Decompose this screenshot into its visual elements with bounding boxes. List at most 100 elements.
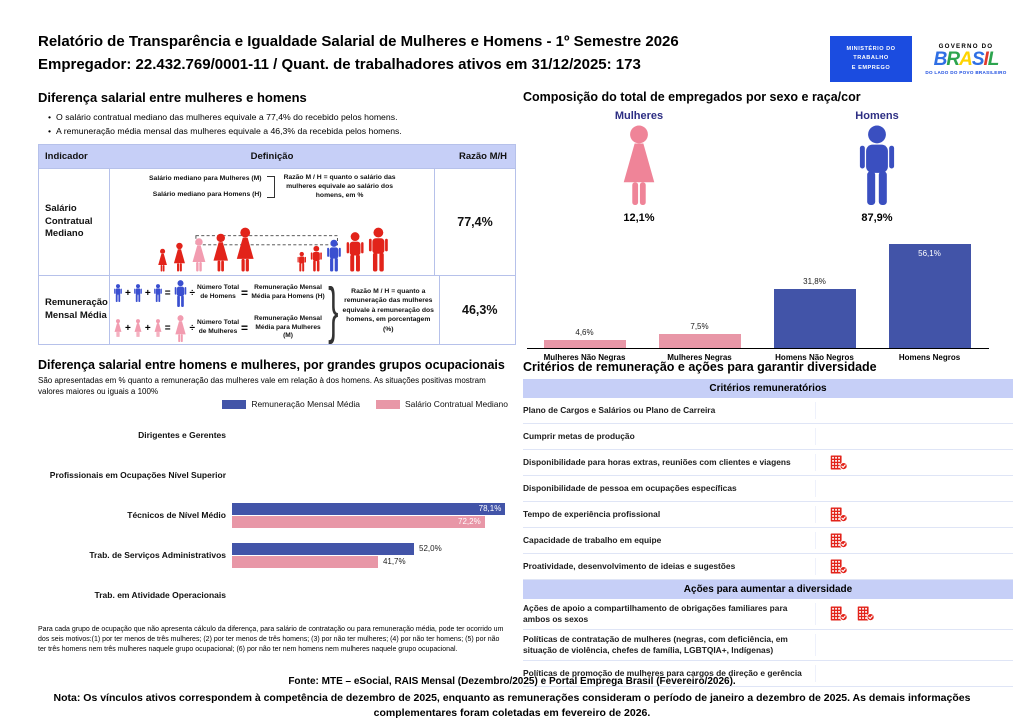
brasil-letter: A (959, 49, 973, 70)
median-women-label: Salário mediano para Mulheres (M) (149, 175, 262, 183)
category-label: Mulheres Negras (667, 353, 732, 362)
table-row: Salário Contratual Mediano Salário media… (39, 168, 515, 275)
man-figure-icon (368, 227, 388, 271)
section-occupational-gap: Diferença salarial entre homens e mulher… (38, 358, 516, 655)
woman-figure-icon (236, 227, 254, 271)
criteria-table: Critérios remuneratórios Plano de Cargos … (523, 379, 1013, 687)
man-figure-icon (153, 284, 163, 302)
company-check-icon (830, 533, 848, 548)
bracket-shape (266, 176, 275, 198)
criteria-label: Cumprir metas de produção (523, 431, 635, 442)
occupation-row: Trab. em Atividade Operacionais (38, 575, 516, 615)
criteria-label: Proatividade, desenvolvimento de ideias … (523, 561, 736, 572)
bar-row: 78,1% (232, 502, 516, 515)
col-header-razao: Razão M/H (458, 151, 507, 162)
criteria-label: Capacidade de trabalho em equipe (523, 535, 662, 546)
bullet-item: O salário contratual mediano das mulhere… (48, 112, 516, 122)
indicator-label: Salário Contratual Mediano (45, 203, 93, 239)
men-total-label: Número Total de Homens (197, 284, 240, 301)
women-total-label: Número Total de Mulheres (197, 319, 240, 336)
criteria-icons-cell (815, 558, 848, 575)
bar-value-label: 41,7% (382, 557, 406, 567)
brasil-letter: L (987, 49, 1000, 70)
criteria-icons-cell (815, 664, 830, 682)
section-salary-gap: Diferença salarial entre mulheres e home… (38, 90, 516, 345)
ratio-explanation: Razão M / H = quanto o salário das mulhe… (283, 174, 396, 200)
sex-composition-figures: Mulheres 12,1% Homens 87,9% (523, 110, 1017, 238)
equals-sign: = (164, 322, 171, 334)
bar-row: 52,0% (232, 542, 516, 555)
criteria-row: Ações de apoio a compartilhamento de obr… (523, 599, 1013, 630)
occupation-bars: 78,1% 72,2% (232, 502, 516, 528)
bar-slot: 7,5% (642, 322, 757, 348)
criteria-row: Disponibilidade de pessoa em ocupações e… (523, 476, 1013, 502)
bar-value-label: 56,1% (918, 249, 941, 259)
women-figure-block: Mulheres 12,1% (591, 110, 687, 224)
chart-legend: Remuneração Mensal Média Salário Contratu… (38, 399, 508, 409)
women-average-formula: + + = ÷ Número Total de Mulheres = Remun… (113, 315, 326, 342)
bar-slot: 31,8% (757, 277, 872, 348)
man-figure-icon (346, 231, 364, 271)
section-title: Diferença salarial entre mulheres e home… (38, 90, 307, 105)
legend-swatch (375, 399, 400, 409)
employer-line: Empregador: 22.432.769/0001-11 / Quant. … (38, 56, 641, 74)
criteria-label: Disponibilidade para horas extras, reuni… (523, 457, 791, 468)
category-label: Homens Não Negros (775, 353, 854, 362)
man-figure-icon (113, 284, 123, 302)
occupation-label: Técnicos de Nível Médio (127, 510, 226, 521)
category-label: Homens Negros (898, 353, 961, 362)
salary-table: Indicador Definição Razão M/H Salário Co… (38, 144, 516, 345)
men-average-formula: + + = ÷ Número Total de Homens = Remuner… (113, 280, 326, 307)
occupation-row: Técnicos de Nível Médio 78,1% 72,2% (38, 495, 516, 535)
occupational-chart: Dirigentes e Gerentes Profissionais em Oc… (38, 415, 516, 615)
criteria-label: Ações de apoio a compartilhamento de obr… (523, 603, 788, 624)
men-label: Homens (855, 110, 899, 122)
category-label: Mulheres Não Negras (543, 353, 626, 362)
man-figure-icon (133, 284, 143, 302)
legend-item: Remuneração Mensal Média (222, 399, 360, 409)
men-figure-block: Homens 87,9% (829, 110, 925, 224)
woman-figure-icon (158, 248, 167, 271)
criteria-row: Tempo de experiência profissional (523, 502, 1013, 528)
salary-table-header: Indicador Definição Razão M/H (39, 145, 515, 168)
mte-logo-line: MINISTÉRIO DO (846, 45, 896, 52)
brasil-letter: R (946, 49, 960, 70)
man-figure-large-icon (173, 280, 188, 307)
criteria-section-header: Critérios remuneratórios (523, 379, 1013, 398)
logos: MINISTÉRIO DO TRABALHO E EMPREGO GOVERNO… (830, 36, 1015, 82)
criteria-label: Disponibilidade de pessoa em ocupações e… (523, 483, 737, 494)
equals-sign: = (241, 321, 249, 336)
value-bar: 72,2% (232, 515, 485, 528)
company-check-icon (830, 606, 848, 622)
bar-value-label: 7,5% (690, 322, 709, 332)
median-men-label: Salário mediano para Homens (H) (152, 191, 262, 199)
criteria-row: Plano de Cargos e Salários ou Plano de C… (523, 398, 1013, 424)
section-title: Critérios de remuneração e ações para ga… (523, 360, 877, 374)
criteria-section-header: Ações para aumentar a diversidade (523, 580, 1013, 599)
woman-figure-icon (153, 319, 163, 337)
value-bar: 78,1% (232, 502, 506, 515)
criteria-label: Tempo de experiência profissional (523, 509, 661, 520)
median-dashed-link (195, 234, 338, 245)
occupation-label: Trab. em Atividade Operacionais (94, 590, 226, 601)
woman-large-icon (617, 125, 661, 205)
definition-cell: Salário mediano para Mulheres (M) Salári… (109, 169, 435, 275)
brasil-wordmark: BRASIL (934, 49, 1000, 70)
people-median-diagram (158, 227, 388, 271)
value-bar (773, 289, 856, 348)
company-check-icon (830, 507, 848, 522)
value-bar (658, 334, 741, 348)
report-title: Relatório de Transparência e Igualdade S… (38, 33, 679, 50)
section-subtitle: São apresentadas em % quanto a remuneraç… (38, 376, 486, 397)
criteria-label: Políticas de contratação de mulheres (ne… (523, 633, 788, 655)
bar-value-label: 31,8% (803, 277, 826, 287)
report-footer: Fonte: MTE – eSocial, RAIS Mensal (Dezem… (0, 676, 1024, 720)
woman-median-figure-icon (192, 237, 206, 271)
equals-sign: = (164, 287, 171, 299)
table-row: Remuneração Mensal Média + + = ÷ (39, 274, 515, 344)
men-result-label: Remuneração Mensal Média para Homens (H) (251, 284, 325, 301)
brasil-letter: I (983, 49, 989, 70)
section-criteria: Critérios de remuneração e ações para ga… (523, 360, 1017, 687)
bar-value-label: 78,1% (478, 504, 502, 514)
